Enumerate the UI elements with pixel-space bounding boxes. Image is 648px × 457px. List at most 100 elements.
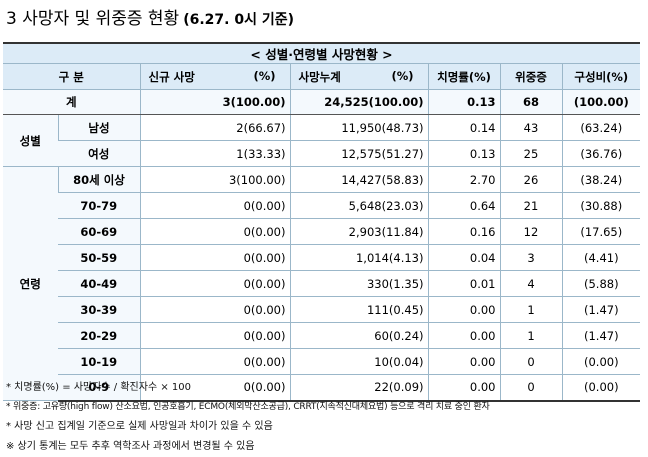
row-label: 60-69: [58, 218, 140, 245]
header-category: 구 분: [3, 63, 140, 90]
row-label: 계: [3, 89, 140, 115]
cell-fatality: 0.64: [427, 192, 500, 219]
table-row: 20-29 0(0.00) 60(0.24) 0.00 1 (1.47): [3, 322, 641, 349]
cell-comp: (36.76): [561, 140, 641, 167]
cell-cum: 12,575(51.27): [289, 140, 428, 167]
cell-cum: 24,525(100.00): [289, 89, 428, 115]
page-title: 3 사망자 및 위중증 현황 (6.27. 0시 기준): [6, 6, 294, 32]
cell-severe: 21: [499, 192, 562, 219]
row-label: 10-19: [58, 348, 140, 375]
cell-cum: 22(0.09): [289, 374, 428, 402]
cell-new: 3(100.00): [139, 166, 290, 193]
cell-severe: 12: [499, 218, 562, 245]
cell-cum: 11,950(48.73): [289, 114, 428, 141]
footnote-severe: * 위중증: 고유량(high flow) 산소요법, 인공호흡기, ECMO(…: [6, 401, 490, 412]
cell-severe: 4: [499, 270, 562, 297]
cell-cum: 14,427(58.83): [289, 166, 428, 193]
row-label: 40-49: [58, 270, 140, 297]
cell-severe: 0: [499, 374, 562, 402]
row-label: 여성: [58, 140, 140, 167]
header-cum-deaths: 사망누계 (%): [289, 63, 428, 90]
cell-cum: 5,648(23.03): [289, 192, 428, 219]
cell-comp: (100.00): [561, 89, 641, 115]
table-row-total: 계 3(100.00) 24,525(100.00) 0.13 68 (100.…: [3, 89, 641, 115]
cell-new: 0(0.00): [139, 374, 290, 402]
cell-comp: (1.47): [561, 322, 641, 349]
cell-severe: 0: [499, 348, 562, 375]
cell-fatality: 0.14: [427, 114, 500, 141]
footnote-report-date: * 사망 신고 집계일 기준으로 실제 사망일과 차이가 있을 수 있음: [6, 421, 273, 432]
cell-cum: 111(0.45): [289, 296, 428, 323]
cell-fatality: 0.04: [427, 244, 500, 271]
cell-cum: 1,014(4.13): [289, 244, 428, 271]
group-age: 연령: [3, 166, 58, 401]
cell-fatality: 0.13: [427, 140, 500, 167]
cell-comp: (0.00): [561, 374, 641, 402]
row-label: 0-9: [58, 374, 140, 402]
header-fatality: 치명률(%): [427, 63, 500, 90]
cell-new: 3(100.00): [139, 89, 290, 115]
row-label: 남성: [57, 114, 140, 141]
cell-new: 0(0.00): [139, 244, 290, 271]
footnote-revision: ※ 상기 통계는 모두 추후 역학조사 과정에서 변경될 수 있음: [6, 440, 255, 452]
footnote-fatality: * 치명률(%) = 사망자수 / 확진자수 × 100: [6, 382, 191, 393]
table-row: 50-59 0(0.00) 1,014(4.13) 0.04 3 (4.41): [3, 244, 641, 271]
cell-new: 0(0.00): [139, 218, 290, 245]
table-row: 40-49 0(0.00) 330(1.35) 0.01 4 (5.88): [3, 270, 641, 297]
row-label: 70-79: [58, 192, 140, 219]
footnotes: * 치명률(%) = 사망자수 / 확진자수 × 100 * 위중증: 고유량(…: [6, 378, 642, 456]
table-row: 0-9 0(0.00) 22(0.09) 0.00 0 (0.00): [3, 374, 641, 402]
title-main: 3 사망자 및 위중증 현황: [6, 9, 180, 29]
cell-severe: 1: [499, 322, 562, 349]
cell-new: 0(0.00): [139, 270, 290, 297]
cell-fatality: 0.01: [427, 270, 500, 297]
death-status-table: < 성별·연령별 사망현황 > 구 분 신규 사망 (%) 사망누계 (%) 치명률…: [3, 42, 641, 402]
cell-fatality: 0.00: [427, 348, 500, 375]
cell-new: 0(0.00): [139, 322, 290, 349]
cell-severe: 26: [499, 166, 562, 193]
table-row: 10-19 0(0.00) 10(0.04) 0.00 0 (0.00): [3, 348, 641, 375]
header-new-deaths: 신규 사망 (%): [139, 63, 290, 90]
row-label: 80세 이상: [57, 166, 140, 193]
cell-new: 2(66.67): [139, 114, 290, 141]
cell-cum: 60(0.24): [289, 322, 428, 349]
table-row: 70-79 0(0.00) 5,648(23.03) 0.64 21 (30.8…: [3, 192, 641, 219]
cell-fatality: 0.00: [427, 322, 500, 349]
table-caption: < 성별·연령별 사망현황 >: [3, 42, 641, 64]
cell-cum: 2,903(11.84): [289, 218, 428, 245]
cell-cum: 330(1.35): [289, 270, 428, 297]
cell-severe: 1: [499, 296, 562, 323]
cell-fatality: 0.00: [427, 296, 500, 323]
cell-fatality: 0.13: [427, 89, 500, 115]
group-sex: 성별: [3, 114, 58, 167]
cell-comp: (0.00): [561, 348, 641, 375]
cell-comp: (4.41): [561, 244, 641, 271]
cell-comp: (38.24): [561, 166, 641, 193]
row-label: 20-29: [58, 322, 140, 349]
cell-new: 1(33.33): [139, 140, 290, 167]
cell-fatality: 0.16: [427, 218, 500, 245]
header-severe: 위중증: [499, 63, 562, 90]
cell-severe: 68: [499, 89, 562, 115]
table-row: 성별 남성 2(66.67) 11,950(48.73) 0.14 43 (63…: [3, 114, 641, 167]
row-label: 50-59: [58, 244, 140, 271]
cell-new: 0(0.00): [139, 192, 290, 219]
cell-severe: 25: [499, 140, 562, 167]
table-row: 연령 80세 이상 3(100.00) 14,427(58.83) 2.70 2…: [3, 166, 641, 401]
cell-new: 0(0.00): [139, 348, 290, 375]
table-header-row: 구 분 신규 사망 (%) 사망누계 (%) 치명률(%) 위중증 구성비(%): [3, 63, 641, 90]
cell-severe: 43: [499, 114, 562, 141]
table-row: 30-39 0(0.00) 111(0.45) 0.00 1 (1.47): [3, 296, 641, 323]
cell-comp: (63.24): [561, 114, 641, 141]
cell-new: 0(0.00): [139, 296, 290, 323]
cell-comp: (5.88): [561, 270, 641, 297]
cell-comp: (1.47): [561, 296, 641, 323]
cell-comp: (30.88): [561, 192, 641, 219]
cell-comp: (17.65): [561, 218, 641, 245]
row-label: 30-39: [58, 296, 140, 323]
cell-fatality: 2.70: [427, 166, 500, 193]
cell-severe: 3: [499, 244, 562, 271]
table-row: 60-69 0(0.00) 2,903(11.84) 0.16 12 (17.6…: [3, 218, 641, 245]
header-composition: 구성비(%): [561, 63, 641, 90]
cell-fatality: 0.00: [427, 374, 500, 402]
